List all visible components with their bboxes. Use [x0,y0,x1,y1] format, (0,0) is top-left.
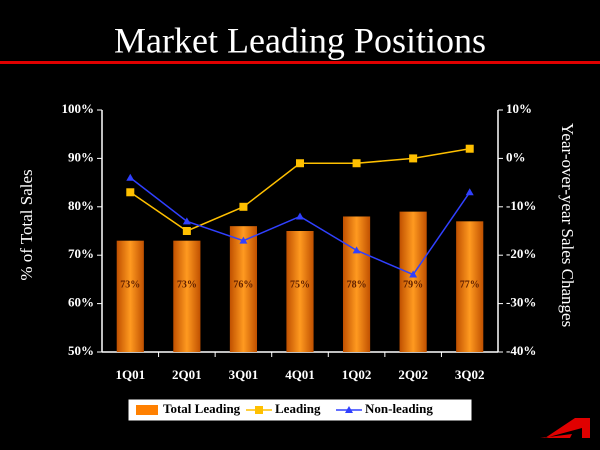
value-label: 79% [403,279,423,290]
y2-tick-label: 10% [506,101,532,116]
x-tick-label: 2Q01 [172,367,202,382]
x-tick-label: 3Q01 [229,367,259,382]
value-label: 73% [177,279,197,290]
bar [456,221,484,352]
y2-tick-label: -20% [506,246,536,261]
y2-tick-label: 0% [506,149,526,164]
y-tick-label: 100% [62,101,95,116]
marker [296,159,304,168]
value-label: 76% [233,279,253,290]
x-tick-label: 1Q02 [342,367,372,382]
logo [540,418,590,438]
bar [229,226,258,352]
marker [126,188,135,197]
value-label: 75% [290,279,310,290]
y2-tick-label: -40% [506,343,536,358]
y2-axis-label: Year-over-year Sales Changes [558,123,577,327]
y-tick-label: 50% [68,343,94,358]
marker [182,227,191,235]
title-rule [0,61,600,64]
y-tick-label: 90% [68,149,94,164]
bar [286,231,314,352]
legend-label: Total Leading [163,401,241,416]
marker [296,212,304,220]
marker [409,270,418,278]
bar [116,240,144,352]
marker [126,173,135,181]
x-tick-label: 2Q02 [398,367,428,382]
legend-label: Leading [275,401,321,416]
value-label: 73% [120,279,140,290]
y-axis-label: % of Total Sales [17,169,36,280]
marker [409,154,418,163]
x-tick-label: 3Q02 [455,367,485,382]
x-tick-label: 4Q01 [285,367,315,382]
bar [342,216,371,352]
legend-box [127,398,473,422]
legend-swatch [136,405,158,415]
marker [352,159,361,168]
y-tick-label: 80% [68,198,94,213]
marker [239,202,248,211]
marker [465,144,474,153]
chart-title: Market Leading Positions [114,20,486,60]
y-tick-label: 70% [68,246,94,261]
y2-tick-label: -30% [506,295,536,310]
bar [399,211,427,352]
marker [239,236,248,244]
y2-tick-label: -10% [506,198,536,213]
marker [465,188,474,196]
value-label: 77% [460,279,480,290]
marker [352,246,361,254]
legend-marker [345,406,353,413]
value-label: 78% [347,279,367,290]
y-tick-label: 60% [68,295,94,310]
x-tick-label: 1Q01 [115,367,145,382]
legend-label: Non-leading [365,401,433,416]
marker [182,217,191,225]
bar [173,240,201,352]
legend-marker [255,406,263,414]
